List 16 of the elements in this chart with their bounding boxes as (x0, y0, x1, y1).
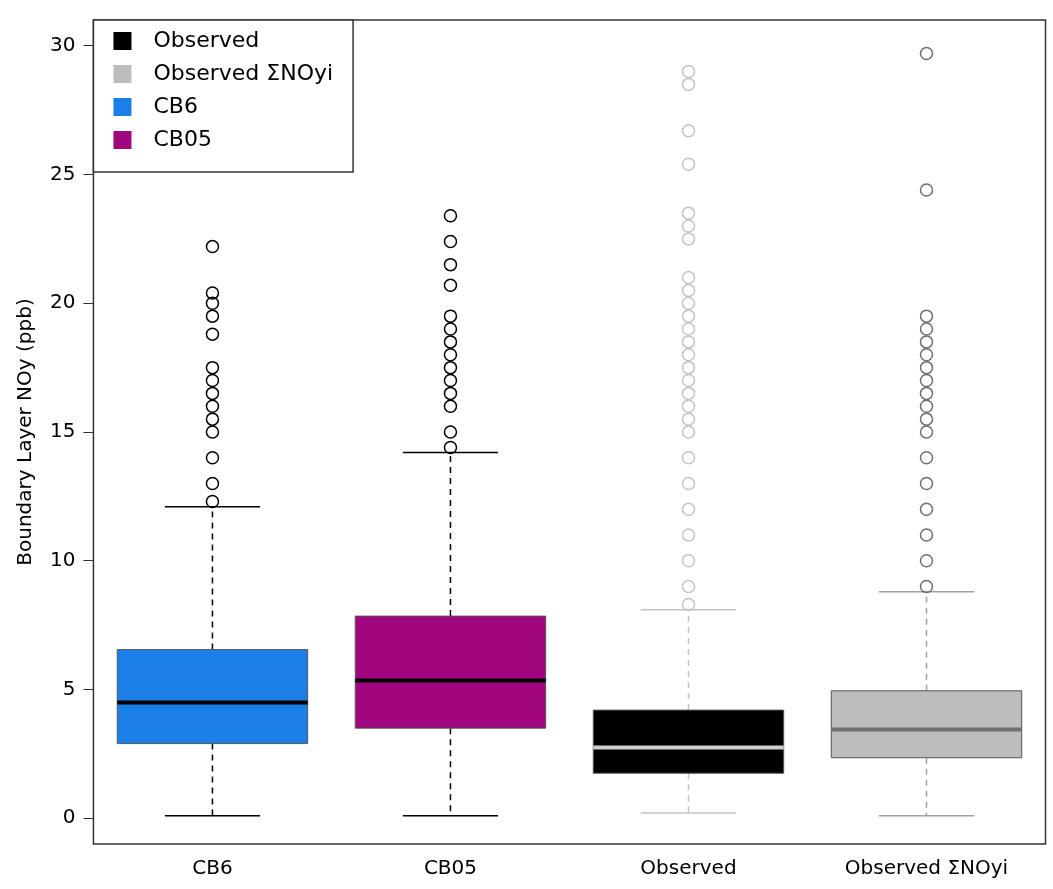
legend-label: CB05 (153, 125, 212, 151)
y-tick-label: 15 (50, 418, 76, 443)
y-tick-label: 20 (50, 289, 76, 314)
x-tick-label: Observed ΣNOyi (844, 855, 1009, 880)
y-tick-label: 5 (62, 675, 76, 700)
y-tick-label: 30 (50, 31, 76, 56)
x-tick-label: Observed (640, 855, 737, 880)
x-tick-label: CB6 (192, 855, 233, 880)
legend-label: CB6 (153, 92, 198, 118)
legend-label: Observed (153, 26, 260, 52)
x-tick-label: CB05 (423, 855, 478, 880)
y-tick-label: 0 (62, 804, 76, 829)
y-tick-label: 25 (50, 160, 76, 185)
legend-label: Observed ΣNOyi (153, 59, 334, 85)
y-tick-label: 10 (50, 546, 76, 571)
y-axis-title: Boundary Layer NOy (ppb) (12, 298, 37, 566)
